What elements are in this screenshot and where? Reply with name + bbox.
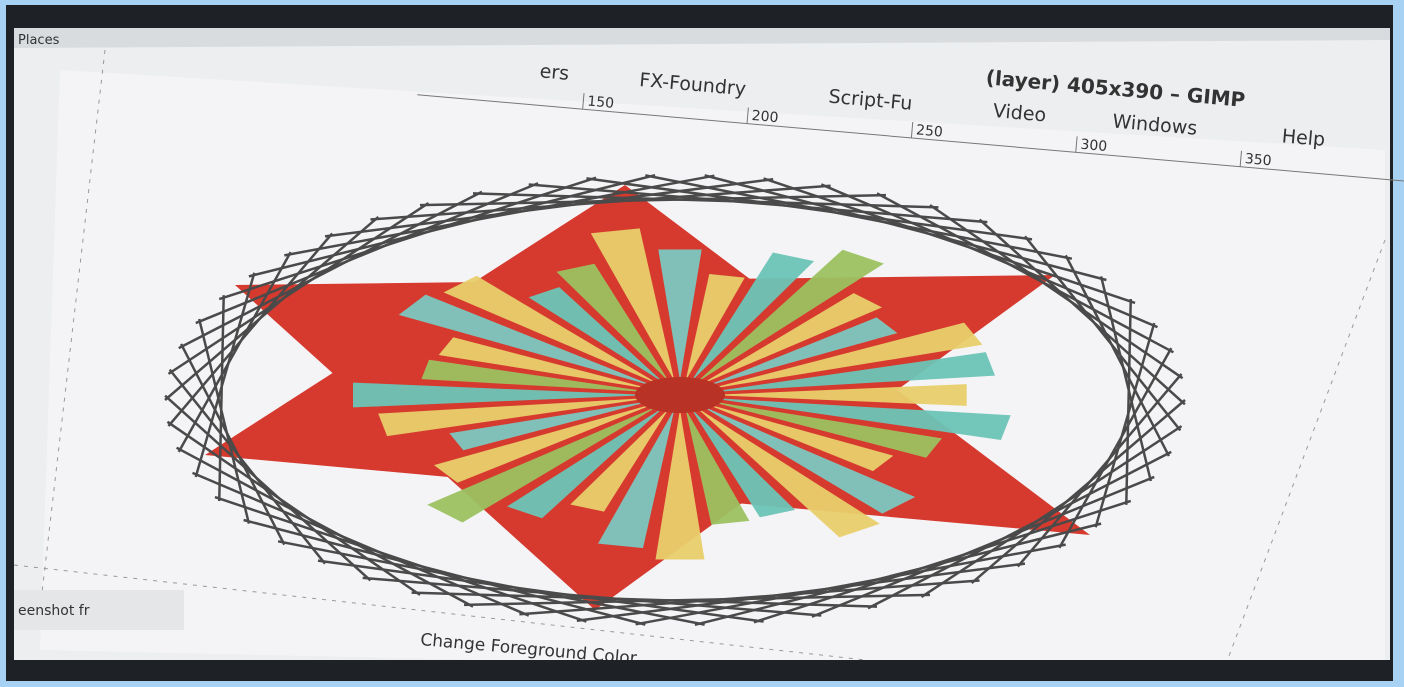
screen-photo: Places (layer) 405x390 – GIMP ersFX-Foun… — [0, 0, 1404, 687]
ruler-label: 250 — [915, 122, 943, 140]
ruler-label: 300 — [1080, 137, 1108, 155]
menu-item[interactable]: Help — [1281, 125, 1326, 151]
ruler-label: 200 — [751, 108, 779, 126]
ruler-label: 350 — [1244, 151, 1272, 169]
bottom-bezel — [14, 660, 1390, 681]
hub — [635, 377, 725, 413]
ruler-label: 150 — [587, 94, 615, 112]
page: Places (layer) 405x390 – GIMP ersFX-Foun… — [0, 0, 1404, 687]
places-menu[interactable]: Places — [18, 33, 60, 48]
menu-item[interactable]: Video — [992, 100, 1047, 127]
tab-label[interactable]: eenshot fr — [18, 603, 90, 619]
menu-item[interactable]: ers — [539, 60, 570, 84]
